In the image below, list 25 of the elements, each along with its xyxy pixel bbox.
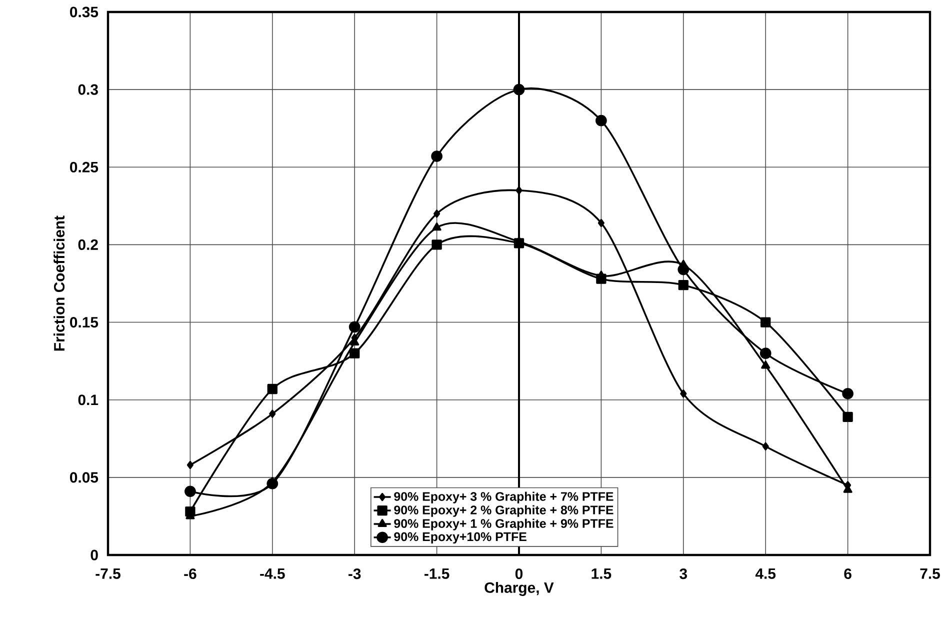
x-axis-title: Charge, V bbox=[484, 582, 554, 596]
y-tick-label: 0.05 bbox=[70, 472, 98, 483]
y-tick-label: 0.15 bbox=[70, 316, 98, 328]
x-tick-label: 7.5 bbox=[920, 568, 940, 579]
x-tick-label: 3 bbox=[680, 568, 688, 580]
y-tick-label: 0.2 bbox=[78, 239, 98, 250]
y-tick-label: 0 bbox=[90, 550, 98, 560]
y-axis-title: Friction Coefficient bbox=[54, 216, 65, 351]
x-tick-label: -7.5 bbox=[96, 568, 120, 579]
y-tick-label: 0.25 bbox=[70, 162, 98, 172]
x-tick-label: 0 bbox=[515, 568, 523, 580]
x-tick-label: 6 bbox=[844, 568, 852, 580]
x-tick-label: -6 bbox=[184, 568, 196, 580]
x-tick-label: 1.5 bbox=[592, 568, 612, 579]
x-tick-label: -1.5 bbox=[424, 568, 450, 579]
legend-label: 90% Epoxy+10% PTFE bbox=[394, 532, 526, 544]
x-tick-label: -4.5 bbox=[260, 568, 285, 579]
legend-label: 90% Epoxy+ 1 % Graphite + 9% PTFE bbox=[394, 518, 614, 530]
x-tick-label: 4.5 bbox=[755, 568, 776, 579]
y-tick-label: 0.3 bbox=[78, 84, 98, 95]
legend-label: 90% Epoxy+ 2 % Graphite + 8% PTFE bbox=[394, 505, 614, 517]
y-tick-label: 0.35 bbox=[70, 6, 98, 18]
y-tick-label: 0.1 bbox=[78, 394, 98, 406]
legend-label: 90% Epoxy+ 3 % Graphite + 7% PTFE bbox=[394, 492, 614, 504]
x-tick-label: -3 bbox=[348, 568, 361, 580]
